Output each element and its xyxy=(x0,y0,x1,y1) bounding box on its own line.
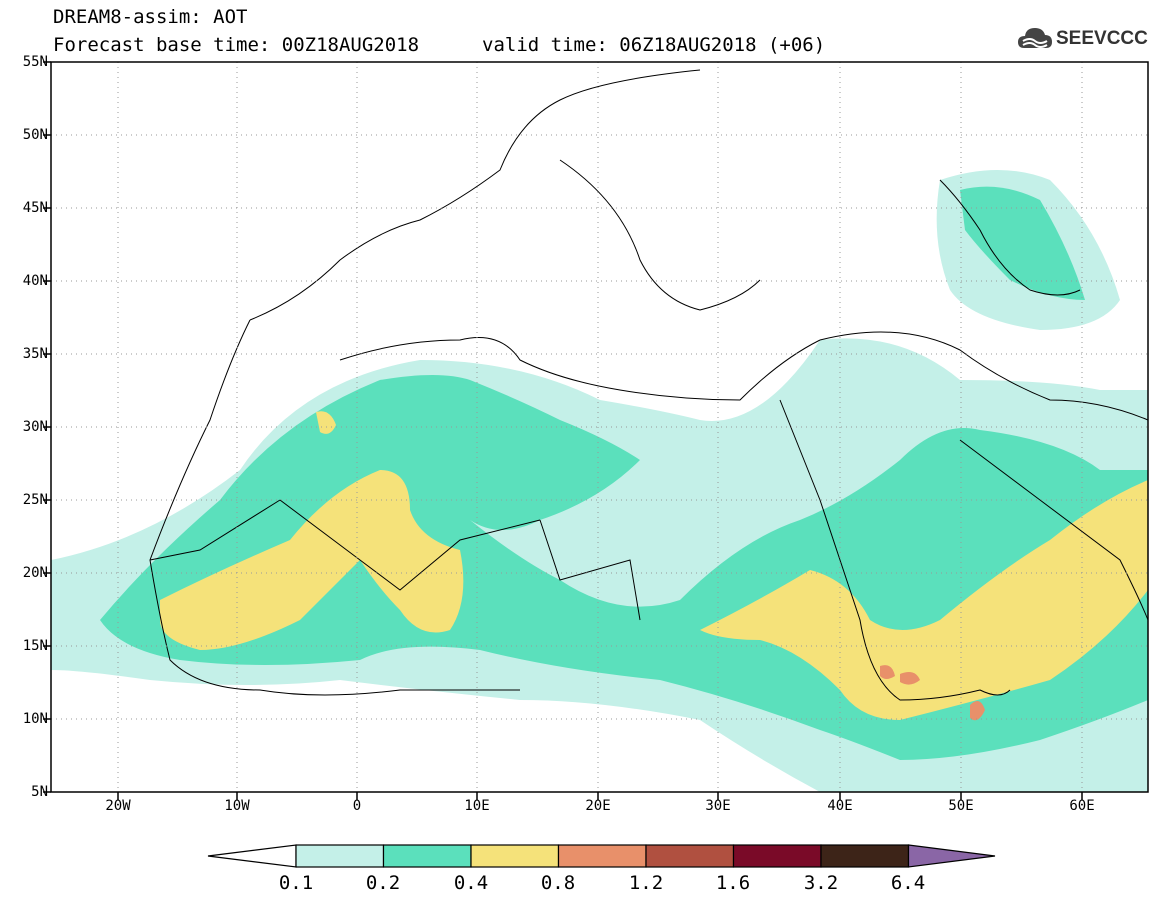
lon-label: 60E xyxy=(1069,798,1095,814)
colorbar-label: 3.2 xyxy=(803,872,839,894)
lon-label: 50E xyxy=(948,798,974,814)
colorbar-bin-1.2 xyxy=(645,844,735,868)
colorbar-bin-0.1 xyxy=(295,844,385,868)
lon-label: 20W xyxy=(105,798,131,814)
colorbar-label: 0.8 xyxy=(540,872,576,894)
lat-label: 50N xyxy=(22,127,48,143)
lat-label: 55N xyxy=(22,54,48,70)
colorbar-bin-0.4 xyxy=(470,844,560,868)
aot-region-0.4-sahel xyxy=(160,470,464,650)
lat-label: 45N xyxy=(22,200,48,216)
aot-region-0.4-arabia xyxy=(700,480,1148,720)
colorbar-label: 0.2 xyxy=(365,872,401,894)
aot-region-0.4-morocco xyxy=(316,411,336,434)
lon-label: 10E xyxy=(464,798,490,814)
lon-label: 10W xyxy=(224,798,250,814)
colorbar-label: 6.4 xyxy=(890,872,926,894)
lat-label: 5N xyxy=(31,784,48,800)
lat-label: 35N xyxy=(22,346,48,362)
colorbar-bin-0.8 xyxy=(557,844,647,868)
lat-label: 30N xyxy=(22,419,48,435)
aot-region-0.8-yemen-east xyxy=(900,672,920,685)
colorbar-bin-1.6 xyxy=(732,844,822,868)
aot-region-0.2-caspian xyxy=(960,186,1085,300)
lon-label: 20E xyxy=(585,798,611,814)
graticule xyxy=(51,62,1148,792)
lon-label: 30E xyxy=(705,798,731,814)
colorbar xyxy=(207,844,996,868)
lon-label: 0 xyxy=(352,798,362,814)
colorbar-low-arrow xyxy=(207,844,297,868)
lat-label: 20N xyxy=(22,565,48,581)
map-title: DREAM8-assim: AOT xyxy=(53,6,248,28)
colorbar-high-arrow xyxy=(907,844,996,868)
colorbar-bin-0.2 xyxy=(382,844,472,868)
lon-label: 40E xyxy=(827,798,853,814)
colorbar-label: 0.1 xyxy=(278,872,314,894)
aot-region-0.8-somalia xyxy=(970,701,985,721)
cloud-icon xyxy=(1018,28,1052,48)
aot-region-0.8-yemen xyxy=(880,665,895,679)
coastlines xyxy=(149,69,1148,701)
lat-label: 40N xyxy=(22,273,48,289)
lat-label: 15N xyxy=(22,638,48,654)
valid-time: valid time: 06Z18AUG2018 (+06) xyxy=(482,34,826,56)
seevccc-logo: SEEVCCC xyxy=(1016,24,1156,56)
lat-label: 25N xyxy=(22,492,48,508)
axis-ticks xyxy=(43,61,1083,800)
forecast-base-time: Forecast base time: 00Z18AUG2018 xyxy=(53,34,420,56)
logo-text: SEEVCCC xyxy=(1056,28,1148,49)
colorbar-bin-3.2 xyxy=(820,844,910,868)
colorbar-label: 1.2 xyxy=(628,872,664,894)
colorbar-label: 1.6 xyxy=(715,872,751,894)
aot-field xyxy=(51,170,1148,792)
lat-label: 10N xyxy=(22,711,48,727)
colorbar-label: 0.4 xyxy=(453,872,489,894)
